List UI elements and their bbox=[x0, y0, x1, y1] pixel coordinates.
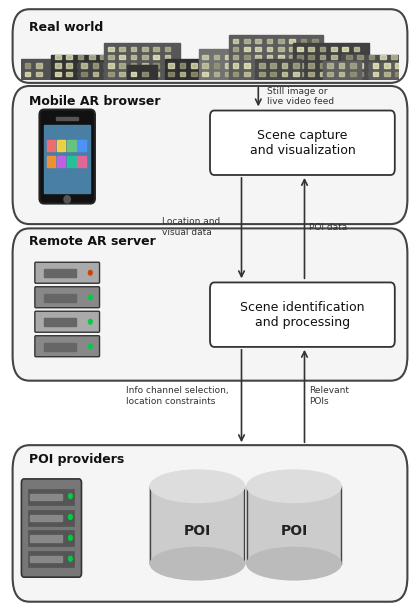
Text: Real world: Real world bbox=[29, 21, 104, 34]
Text: Location and
visual data: Location and visual data bbox=[162, 217, 220, 237]
FancyBboxPatch shape bbox=[210, 111, 395, 175]
FancyBboxPatch shape bbox=[13, 9, 407, 83]
Text: Scene identification
and processing: Scene identification and processing bbox=[240, 301, 365, 328]
Text: Info channel selection,
location constraints: Info channel selection, location constra… bbox=[126, 386, 228, 406]
Text: Relevant
POIs: Relevant POIs bbox=[309, 386, 349, 406]
Text: Mobile AR browser: Mobile AR browser bbox=[29, 95, 161, 108]
Text: Scene capture
and visualization: Scene capture and visualization bbox=[249, 129, 355, 157]
Text: Still image or
live video feed: Still image or live video feed bbox=[267, 87, 334, 106]
FancyBboxPatch shape bbox=[13, 228, 407, 381]
Text: POI data: POI data bbox=[309, 223, 347, 231]
FancyBboxPatch shape bbox=[210, 282, 395, 347]
FancyBboxPatch shape bbox=[13, 86, 407, 224]
FancyBboxPatch shape bbox=[13, 445, 407, 602]
Text: Remote AR server: Remote AR server bbox=[29, 235, 156, 248]
Text: POI providers: POI providers bbox=[29, 453, 125, 465]
